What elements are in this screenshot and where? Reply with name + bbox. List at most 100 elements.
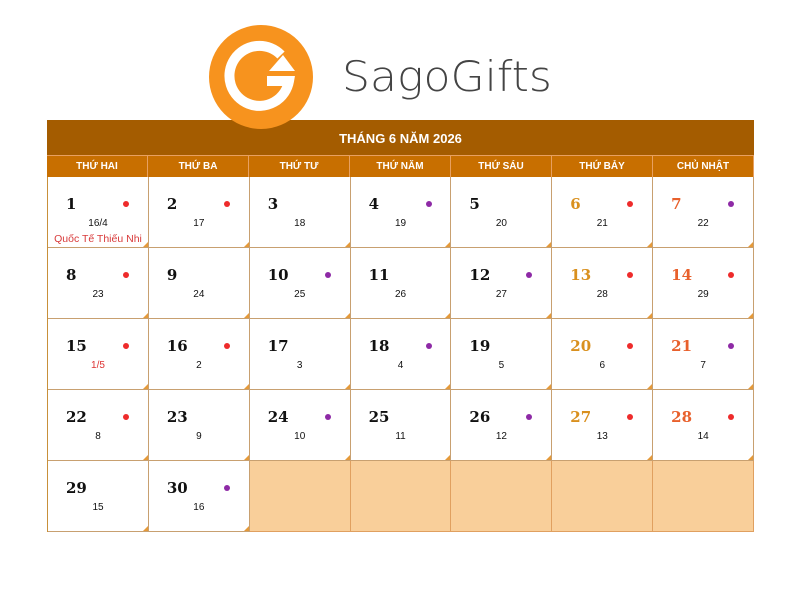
day-number: 19 [469, 337, 491, 355]
lunar-date: 23 [92, 289, 104, 300]
calendar: THÁNG 6 NĂM 2026 THỨ HAI THỨ BA THỨ TƯ THỨ … [47, 120, 754, 532]
day-cell[interactable]: 8 23 [48, 248, 149, 319]
day-cell[interactable]: 17 3 [249, 319, 351, 390]
day-cell[interactable]: 13 28 [552, 248, 654, 319]
weekday-header: THỨ HAI THỨ BA THỨ TƯ THỨ NĂM THỨ SÁU THỨ BẢY… [47, 155, 754, 178]
day-cell[interactable]: 16 2 [148, 319, 250, 390]
day-number: 5 [469, 195, 480, 213]
day-cell[interactable]: 5 20 [451, 177, 553, 248]
day-number: 3 [267, 195, 279, 213]
purple-dot-icon [425, 201, 432, 207]
day-number: 28 [671, 408, 693, 426]
lunar-date: 15 [92, 502, 104, 513]
day-number: 26 [469, 408, 491, 426]
day-number: 14 [671, 266, 693, 284]
day-number: 7 [671, 195, 682, 213]
lunar-date: 18 [294, 218, 306, 229]
day-cell[interactable]: 24 10 [249, 390, 351, 461]
weekday-label: CHỦ NHẬT [653, 155, 754, 178]
day-number: 25 [368, 408, 390, 426]
lunar-date: 24 [193, 289, 205, 300]
day-cell[interactable]: 22 8 [48, 390, 149, 461]
lunar-date: 20 [495, 218, 507, 229]
lunar-date: 19 [395, 218, 407, 229]
red-dot-icon [627, 201, 634, 207]
day-number: 29 [66, 479, 87, 497]
day-cell[interactable]: 12 27 [451, 248, 553, 319]
day-cell[interactable]: 18 4 [350, 319, 452, 390]
red-dot-icon [627, 414, 634, 420]
empty-cell [249, 461, 351, 532]
empty-cell [552, 461, 654, 532]
lunar-date: 7 [700, 360, 706, 371]
lunar-date: 13 [596, 431, 608, 442]
weekday-label: THỨ HAI [47, 155, 148, 178]
day-number: 15 [66, 337, 87, 355]
day-number: 13 [570, 266, 592, 284]
lunar-date: 26 [395, 289, 407, 300]
purple-dot-icon [526, 272, 533, 278]
lunar-date: 28 [596, 289, 608, 300]
weekday-label: THỨ TƯ [249, 155, 350, 178]
day-cell[interactable]: 3 18 [249, 177, 351, 248]
day-number: 30 [166, 479, 188, 497]
day-cell[interactable]: 14 29 [653, 248, 754, 319]
lunar-date: 3 [296, 360, 303, 371]
calendar-grid: 1 16/4 Quốc Tế Thiếu Nhi 2 17 3 18 4 19 5 20 6 21 7 22… [47, 177, 754, 532]
red-dot-icon [627, 343, 634, 349]
red-dot-icon [223, 343, 230, 349]
day-cell[interactable]: 25 11 [350, 390, 452, 461]
lunar-date: 21 [596, 218, 608, 229]
lunar-date: 22 [697, 218, 709, 229]
day-cell[interactable]: 7 22 [653, 177, 754, 248]
purple-dot-icon [223, 485, 230, 491]
day-cell[interactable]: 27 13 [552, 390, 654, 461]
lunar-date: 1/5 [91, 360, 105, 371]
day-number: 11 [368, 266, 390, 284]
weekday-label: THỨ NĂM [350, 155, 451, 178]
lunar-date: 12 [495, 431, 507, 442]
day-number: 16 [166, 337, 188, 355]
purple-dot-icon [425, 343, 432, 349]
lunar-date: 27 [495, 289, 507, 300]
day-cell[interactable]: 1 16/4 Quốc Tế Thiếu Nhi [48, 177, 149, 248]
day-cell[interactable]: 29 15 [48, 461, 149, 532]
day-number: 1 [66, 195, 77, 213]
day-cell[interactable]: 9 24 [148, 248, 250, 319]
day-number: 23 [166, 408, 188, 426]
weekday-label: THỨ SÁU [451, 155, 552, 178]
purple-dot-icon [728, 343, 735, 349]
weekday-label: THỨ BẢY [552, 155, 653, 178]
lunar-date: 2 [196, 360, 202, 371]
purple-dot-icon [526, 414, 533, 420]
day-cell[interactable]: 20 6 [552, 319, 654, 390]
day-cell[interactable]: 28 14 [653, 390, 754, 461]
day-number: 4 [368, 195, 379, 213]
red-dot-icon [123, 343, 129, 349]
day-cell[interactable]: 11 26 [350, 248, 452, 319]
day-cell[interactable]: 4 19 [350, 177, 452, 248]
day-number: 2 [166, 195, 178, 213]
day-number: 24 [267, 408, 289, 426]
day-cell[interactable]: 10 25 [249, 248, 351, 319]
day-cell[interactable]: 23 9 [148, 390, 250, 461]
red-dot-icon [123, 414, 129, 420]
day-number: 20 [570, 337, 592, 355]
lunar-date: 17 [193, 218, 205, 229]
calendar-title: THÁNG 6 NĂM 2026 [47, 120, 754, 155]
lunar-date: 16 [193, 502, 205, 513]
day-cell[interactable]: 15 1/5 [48, 319, 149, 390]
day-cell[interactable]: 19 5 [451, 319, 553, 390]
lunar-date: 5 [498, 360, 505, 371]
day-number: 10 [267, 266, 289, 284]
brand-name: SagoGifts [342, 52, 552, 101]
lunar-date: 11 [395, 431, 406, 442]
day-cell[interactable]: 2 17 [148, 177, 250, 248]
day-number: 22 [66, 408, 87, 426]
sagogifts-logo [209, 25, 313, 129]
day-number: 8 [66, 266, 77, 284]
day-cell[interactable]: 6 21 [552, 177, 654, 248]
day-cell[interactable]: 30 16 [148, 461, 250, 532]
day-cell[interactable]: 26 12 [451, 390, 553, 461]
